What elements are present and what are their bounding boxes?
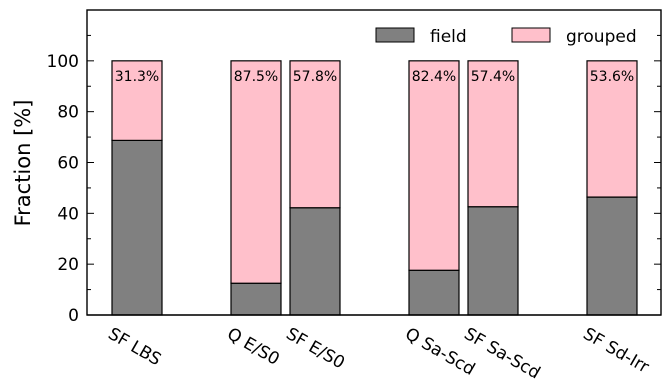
bar-grouped-6 xyxy=(586,60,638,198)
y-tick-label: 40 xyxy=(57,204,79,224)
bar-value-label: 57.4% xyxy=(471,69,515,85)
bar-grouped-2 xyxy=(230,60,282,284)
x-tick-label: Q E/S0 xyxy=(224,324,283,370)
bar-field-4 xyxy=(408,269,460,316)
bar-value-label: 82.4% xyxy=(412,69,456,85)
y-tick-label: 60 xyxy=(57,154,79,174)
legend-label-field: field xyxy=(430,27,467,47)
bar-value-label: 87.5% xyxy=(234,69,278,85)
bar-field-5 xyxy=(467,206,519,316)
bar-value-label: 31.3% xyxy=(115,69,159,85)
y-tick-label: 100 xyxy=(47,52,79,72)
y-axis: 0 20 40 60 80 100 xyxy=(47,9,661,326)
bar-grouped-1 xyxy=(111,60,163,141)
legend: field grouped xyxy=(375,27,637,47)
bar-grouped-4 xyxy=(408,60,460,271)
plot-border xyxy=(86,9,662,316)
bar-value-label: 57.8% xyxy=(293,69,337,85)
y-tick-label: 20 xyxy=(57,255,79,275)
bar-field-2 xyxy=(230,282,282,316)
bar-grouped-3 xyxy=(289,60,341,209)
bar-value-label: 53.6% xyxy=(590,69,634,85)
plot-frame xyxy=(86,9,662,316)
y-tick-label: 80 xyxy=(57,103,79,123)
bar-field-3 xyxy=(289,207,341,316)
x-tick-label: SF E/S0 xyxy=(283,324,348,373)
x-tick-label: SF Sd-Irr xyxy=(580,324,653,378)
y-axis-title: Fraction [%] xyxy=(11,100,35,227)
y-tick-label: 0 xyxy=(68,306,79,326)
x-tick-label: SF LBS xyxy=(105,324,165,370)
legend-swatch-grouped xyxy=(511,27,551,43)
bar-field-6 xyxy=(586,196,638,316)
bars-layer: 31.3% 87.5% 57.8% 82.4% 57.4% 53.6% xyxy=(111,60,638,316)
legend-label-grouped: grouped xyxy=(566,27,637,47)
bar-field-1 xyxy=(111,139,163,316)
bar-grouped-5 xyxy=(467,60,519,208)
legend-swatch-field xyxy=(375,27,415,43)
